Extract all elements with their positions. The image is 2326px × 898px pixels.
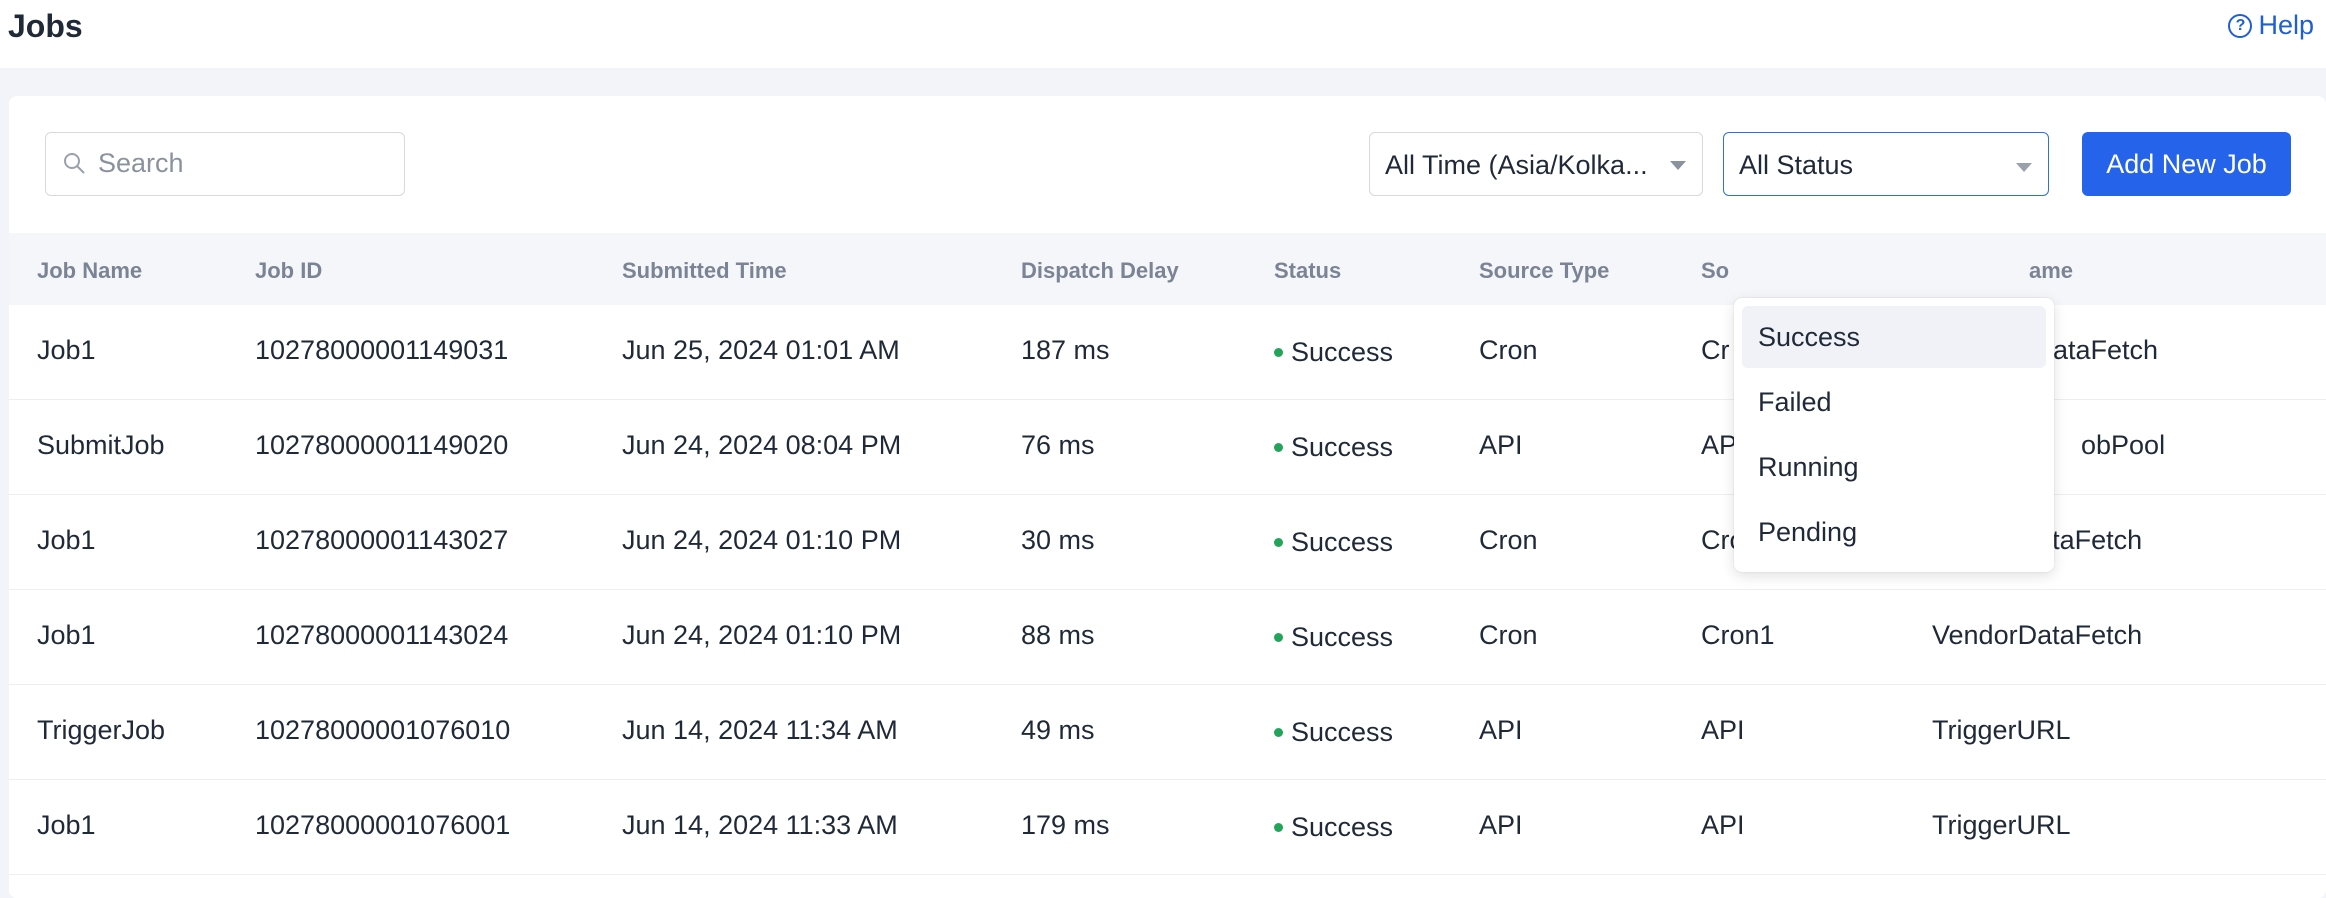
- job-name-cell: Job1: [37, 335, 96, 365]
- status-text: Success: [1291, 622, 1394, 652]
- status-text: Success: [1291, 337, 1394, 367]
- status-dot-icon: [1274, 728, 1283, 737]
- dispatch-delay-cell: 30 ms: [1021, 525, 1095, 555]
- target-name-cell: TriggerURL: [1932, 810, 2071, 840]
- source-cell: API: [1701, 810, 1745, 840]
- page-title: Jobs: [8, 8, 83, 44]
- help-icon: ?: [2228, 13, 2253, 38]
- submitted-time-cell: Jun 14, 2024 11:33 AM: [622, 810, 898, 840]
- status-option-failed[interactable]: Failed: [1758, 387, 1832, 417]
- caret-down-icon: [1670, 161, 1686, 170]
- dispatch-delay-cell: 76 ms: [1021, 430, 1095, 460]
- source-type-cell: Cron: [1479, 335, 1538, 365]
- source-type-cell: Cron: [1479, 525, 1538, 555]
- status-cell: Success: [1274, 337, 1393, 368]
- job-name-cell: SubmitJob: [37, 430, 165, 460]
- help-link[interactable]: ? Help: [2228, 10, 2314, 41]
- status-filter-select[interactable]: All Status: [1723, 132, 2049, 196]
- target-name-cell: TriggerURL: [1932, 715, 2071, 745]
- column-header-submitted-time[interactable]: Submitted Time: [622, 258, 787, 283]
- search-box[interactable]: [45, 132, 405, 196]
- job-id-cell: 10278000001076001: [255, 810, 511, 840]
- dispatch-delay-cell: 49 ms: [1021, 715, 1095, 745]
- column-header-target-name[interactable]: ame: [2029, 258, 2074, 283]
- table-row[interactable]: Job1 10278000001143024 Jun 24, 2024 01:1…: [9, 590, 2326, 685]
- table-row[interactable]: TriggerJob 10278000001076010 Jun 14, 202…: [9, 685, 2326, 780]
- time-filter-value: All Time (Asia/Kolka...: [1385, 150, 1648, 180]
- status-dot-icon: [1274, 443, 1283, 452]
- status-dot-icon: [1274, 348, 1283, 357]
- dispatch-delay-cell: 187 ms: [1021, 335, 1110, 365]
- source-cell: AP: [1701, 430, 1738, 460]
- status-cell: Success: [1274, 622, 1393, 653]
- column-header-source-type[interactable]: Source Type: [1479, 258, 1610, 283]
- job-id-cell: 10278000001149031: [255, 335, 509, 365]
- submitted-time-cell: Jun 25, 2024 01:01 AM: [622, 335, 900, 365]
- status-option-success[interactable]: Success: [1742, 306, 2046, 368]
- source-cell: API: [1701, 715, 1745, 745]
- top-bar: Jobs ? Help: [0, 0, 2326, 68]
- status-text: Success: [1291, 812, 1394, 842]
- submitted-time-cell: Jun 24, 2024 01:10 PM: [622, 525, 902, 555]
- caret-down-icon: [2016, 163, 2032, 172]
- status-dot-icon: [1274, 633, 1283, 642]
- column-header-job-name[interactable]: Job Name: [37, 258, 143, 283]
- help-label: Help: [2258, 10, 2314, 40]
- column-header-source[interactable]: So: [1701, 258, 1730, 283]
- column-header-job-id[interactable]: Job ID: [255, 258, 323, 283]
- job-id-cell: 10278000001076010: [255, 715, 511, 745]
- status-text: Success: [1291, 432, 1394, 462]
- status-option-running[interactable]: Running: [1758, 452, 1859, 482]
- status-cell: Success: [1274, 717, 1393, 748]
- jobs-card: All Time (Asia/Kolka... All Status Add N…: [9, 96, 2326, 898]
- time-filter-select[interactable]: All Time (Asia/Kolka...: [1369, 132, 1703, 196]
- table-row[interactable]: Job1 10278000001149031 Jun 25, 2024 01:0…: [9, 305, 2326, 400]
- table-row[interactable]: SubmitJob 10278000001149020 Jun 24, 2024…: [9, 400, 2326, 495]
- job-name-cell: Job1: [37, 620, 96, 650]
- target-name-cell: obPool: [2081, 430, 2166, 460]
- job-name-cell: Job1: [37, 810, 96, 840]
- job-name-cell: Job1: [37, 525, 96, 555]
- source-cell: Cron1: [1701, 620, 1775, 650]
- status-cell: Success: [1274, 812, 1393, 843]
- job-name-cell: TriggerJob: [37, 715, 166, 745]
- source-type-cell: API: [1479, 430, 1523, 460]
- dispatch-delay-cell: 179 ms: [1021, 810, 1110, 840]
- status-text: Success: [1291, 527, 1394, 557]
- status-cell: Success: [1274, 527, 1393, 558]
- job-id-cell: 10278000001143024: [255, 620, 509, 650]
- source-type-cell: API: [1479, 810, 1523, 840]
- source-type-cell: Cron: [1479, 620, 1538, 650]
- job-id-cell: 10278000001143027: [255, 525, 509, 555]
- submitted-time-cell: Jun 14, 2024 11:34 AM: [622, 715, 898, 745]
- dispatch-delay-cell: 88 ms: [1021, 620, 1095, 650]
- column-header-dispatch-delay[interactable]: Dispatch Delay: [1021, 258, 1179, 283]
- status-dot-icon: [1274, 538, 1283, 547]
- column-header-status[interactable]: Status: [1274, 258, 1342, 283]
- status-text: Success: [1291, 717, 1394, 747]
- table-row[interactable]: Job1 10278000001076001 Jun 14, 2024 11:3…: [9, 780, 2326, 875]
- target-name-cell: ataFetch: [2053, 335, 2159, 365]
- job-id-cell: 10278000001149020: [255, 430, 509, 460]
- status-cell: Success: [1274, 432, 1393, 463]
- status-option-pending[interactable]: Pending: [1758, 517, 1858, 547]
- status-dropdown-menu: Success Failed Running Pending: [1734, 298, 2054, 572]
- source-type-cell: API: [1479, 715, 1523, 745]
- status-filter-value: All Status: [1739, 150, 1854, 180]
- submitted-time-cell: Jun 24, 2024 01:10 PM: [622, 620, 902, 650]
- submitted-time-cell: Jun 24, 2024 08:04 PM: [622, 430, 902, 460]
- search-input[interactable]: [98, 133, 388, 193]
- add-new-job-button[interactable]: Add New Job: [2082, 132, 2291, 196]
- source-cell: Cr: [1701, 335, 1730, 365]
- table-header: Job Name Job ID Submitted Time Dispatch …: [9, 233, 2326, 305]
- target-name-cell: VendorDataFetch: [1932, 620, 2143, 650]
- search-icon: [64, 153, 85, 174]
- status-dot-icon: [1274, 823, 1283, 832]
